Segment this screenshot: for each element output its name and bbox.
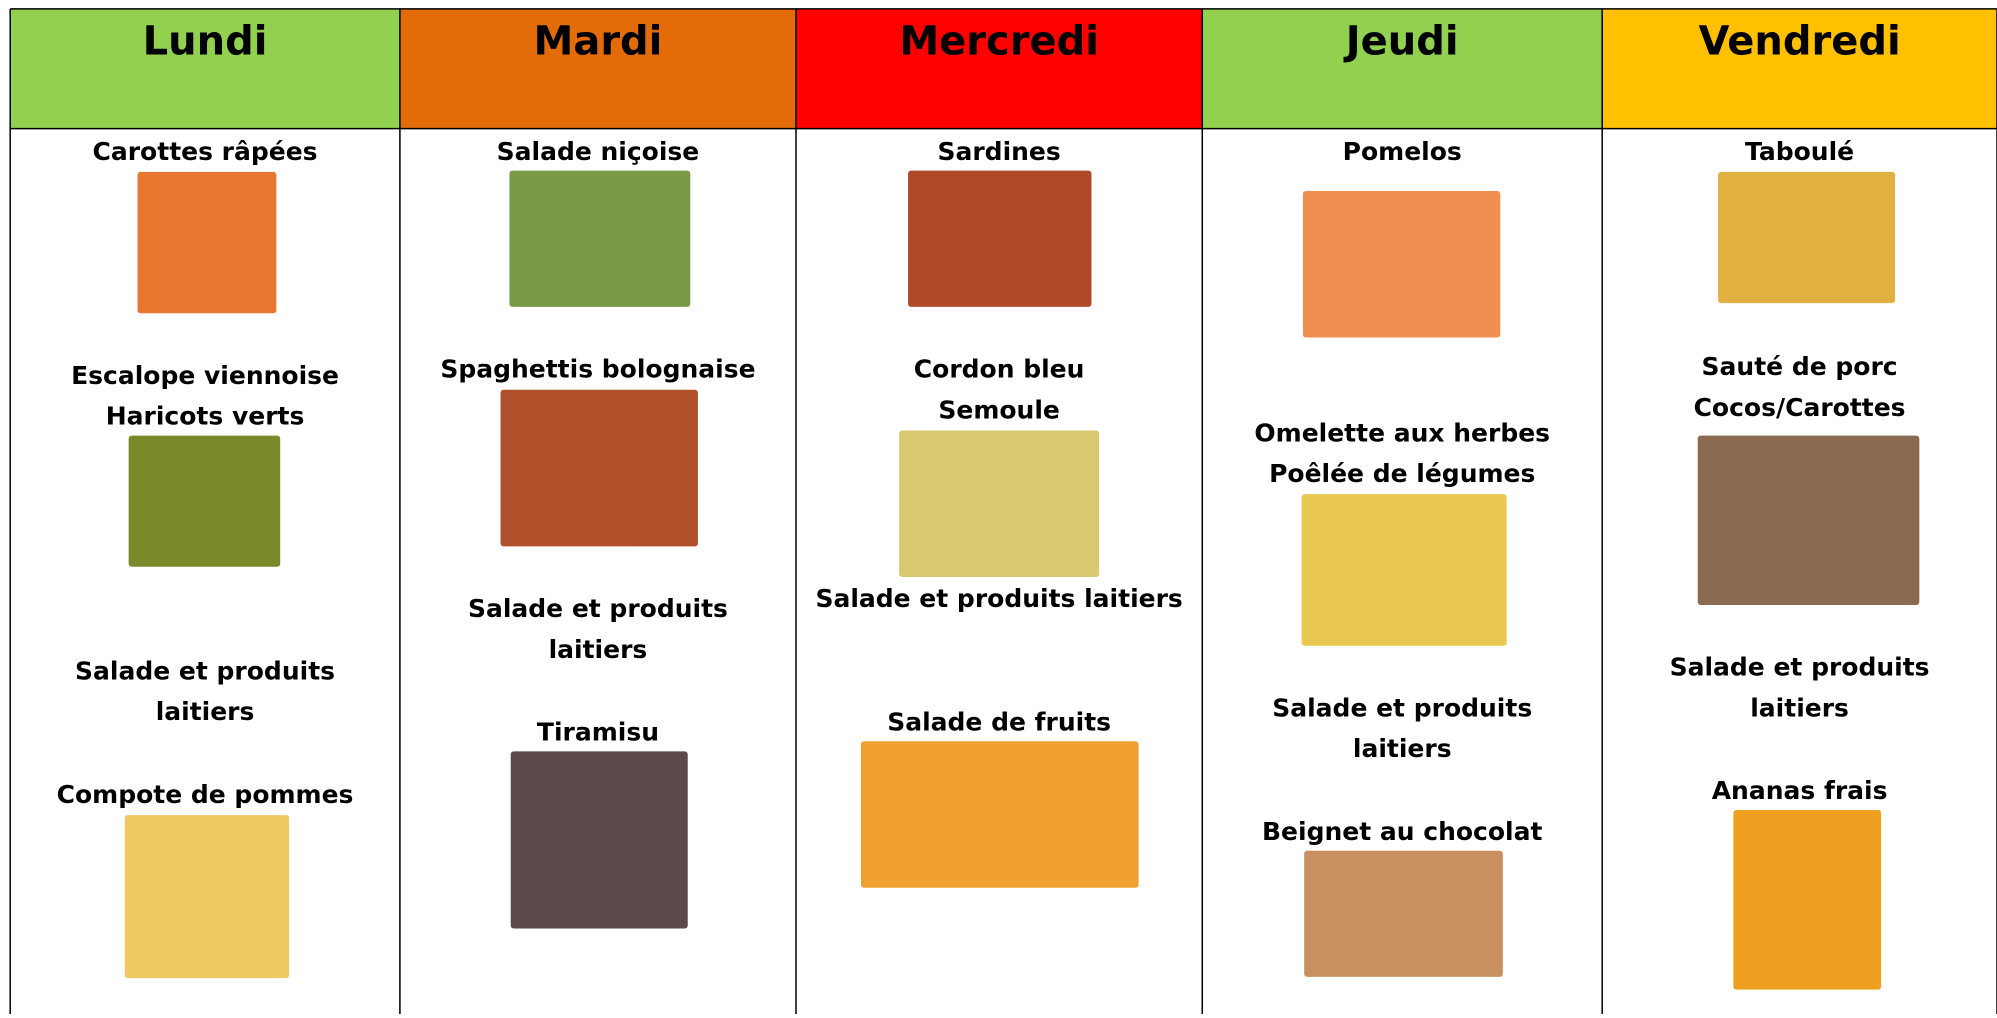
menu-item: Salade et produits <box>468 594 728 623</box>
menu-item: Compote de pommes <box>57 780 354 809</box>
food-photo <box>500 389 698 547</box>
food-photo <box>509 170 691 307</box>
food-photo <box>124 815 290 979</box>
menu-item: laitiers <box>1750 693 1849 722</box>
menu-item: Escalope viennoise <box>71 361 339 390</box>
menu-item: Semoule <box>938 395 1060 424</box>
header-cell <box>399 8 796 129</box>
food-photo <box>1697 435 1920 605</box>
food-photo <box>1301 494 1507 646</box>
day-title: Jeudi <box>1343 18 1459 64</box>
food-photo <box>510 751 688 929</box>
food-photo <box>860 741 1139 888</box>
menu-item: Salade et produits <box>75 656 335 685</box>
menu-item: Salade et produits laitiers <box>815 584 1182 613</box>
menu-item: Salade et produits <box>1272 693 1532 722</box>
menu-item: Salade niçoise <box>497 137 700 166</box>
day-title: Mercredi <box>899 18 1099 64</box>
menu-item: Salade de fruits <box>887 707 1111 736</box>
food-photo <box>137 171 277 314</box>
menu-item: laitiers <box>1353 734 1452 763</box>
menu-item: Cocos/Carottes <box>1694 393 1906 422</box>
menu-item: Beignet au chocolat <box>1262 817 1542 846</box>
food-photo <box>899 430 1100 577</box>
menu-item: Sardines <box>937 137 1060 166</box>
menu-item: Spaghettis bolognaise <box>440 355 755 384</box>
menu-item: Haricots verts <box>106 402 305 431</box>
day-title: Vendredi <box>1698 18 1900 64</box>
food-photo <box>908 170 1092 307</box>
header-cell <box>1602 8 1997 129</box>
food-photo <box>1718 171 1896 304</box>
menu-item: Omelette aux herbes <box>1254 418 1550 447</box>
menu-item: Carottes râpées <box>93 137 318 166</box>
day-title: Mardi <box>534 18 663 64</box>
menu-item: Ananas frais <box>1712 776 1888 805</box>
menu-item: laitiers <box>156 697 255 726</box>
menu-item: Tiramisu <box>537 718 659 747</box>
food-photo <box>128 435 281 567</box>
menu-item: Taboulé <box>1745 137 1854 166</box>
food-photo <box>1733 810 1882 990</box>
menu-item: Salade et produits <box>1670 653 1930 682</box>
menu-item: Poêlée de légumes <box>1269 459 1535 488</box>
menu-item: Cordon bleu <box>914 355 1085 384</box>
menu-item: Sauté de porc <box>1702 352 1898 381</box>
day-title: Lundi <box>143 18 268 64</box>
menu-item: Pomelos <box>1343 137 1462 166</box>
food-photo <box>1304 850 1503 977</box>
header-cell <box>1202 8 1603 129</box>
food-photo <box>1302 191 1501 338</box>
menu-item: laitiers <box>549 635 648 664</box>
header-cell <box>795 8 1203 129</box>
header-cell <box>10 8 400 129</box>
